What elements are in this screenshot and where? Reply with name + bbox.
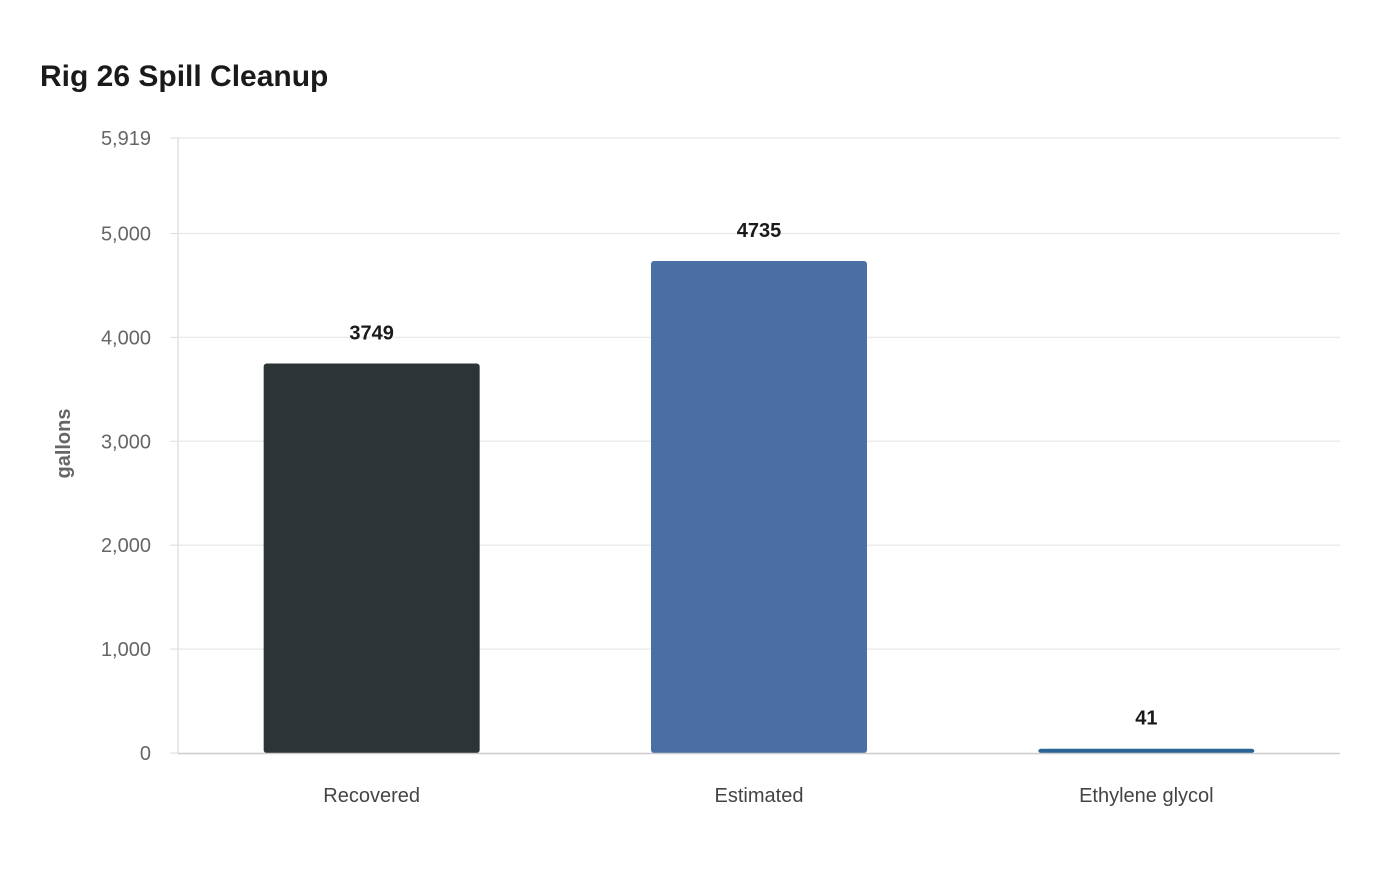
x-tick-label: Recovered [323,785,420,807]
y-tick-label: 0 [140,743,151,765]
y-axis-label: gallons [53,408,75,478]
y-tick-label: 5,000 [101,223,151,245]
y-tick-label: 2,000 [101,535,151,557]
chart-title: Rig 26 Spill Cleanup [40,60,329,93]
bar-recovered [263,363,480,753]
data-label: 4735 [737,220,782,242]
y-tick-label: 4,000 [101,327,151,349]
data-label: 3749 [349,322,394,344]
bar-ethylene-glycol [1038,748,1255,753]
data-label: 41 [1135,708,1157,730]
bar-estimated [651,261,867,753]
y-tick-label: 1,000 [101,639,151,661]
x-tick-label: Ethylene glycol [1079,785,1214,807]
y-tick-label: 3,000 [101,431,151,453]
y-tick-label: 5,919 [101,128,151,150]
x-tick-label: Estimated [715,785,804,807]
